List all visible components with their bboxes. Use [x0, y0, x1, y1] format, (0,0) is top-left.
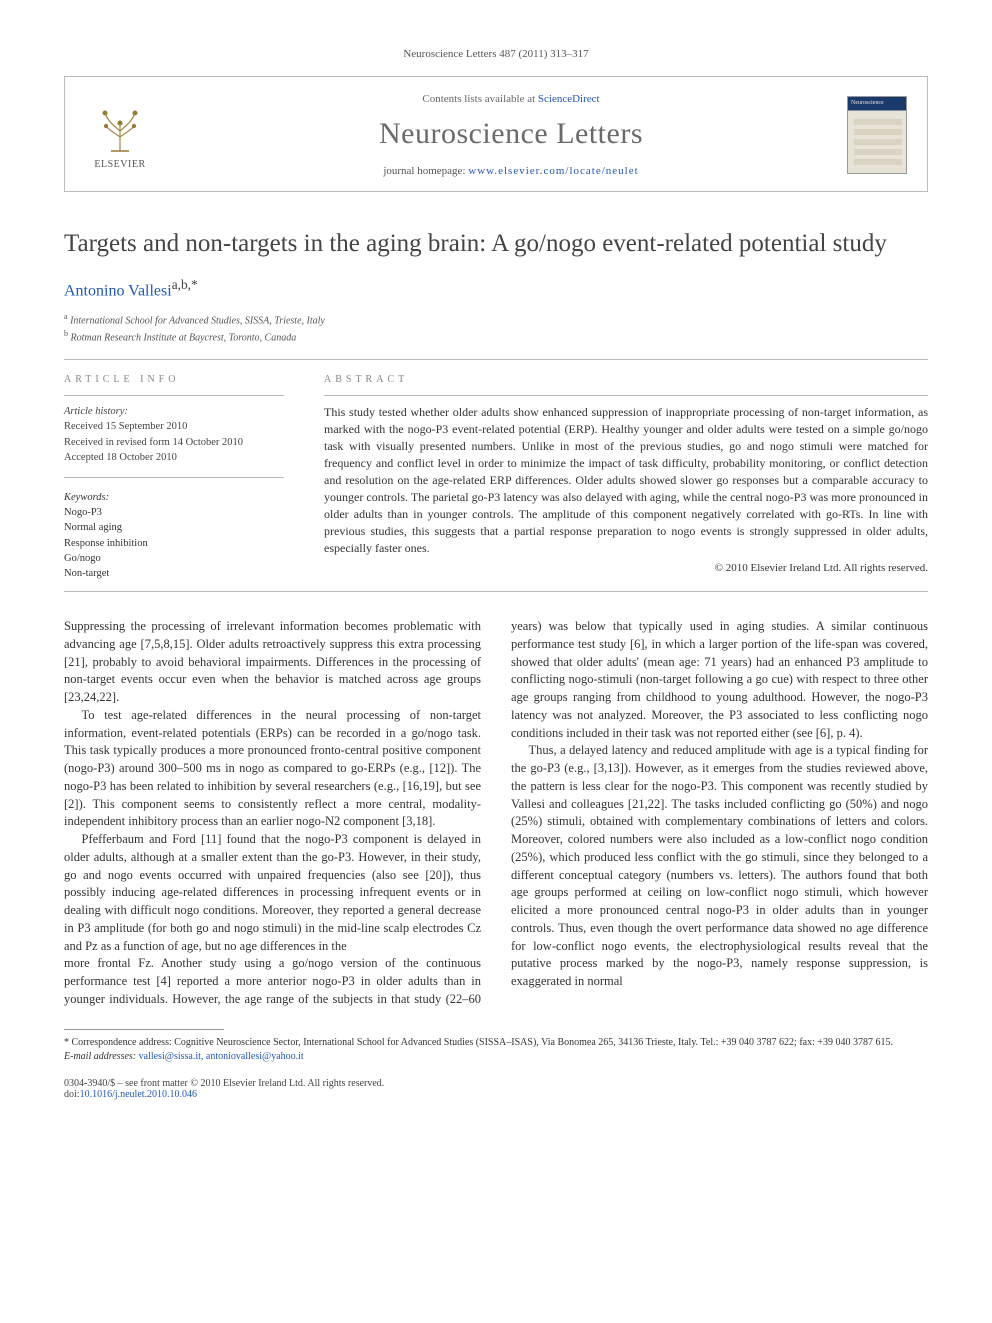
publisher-logo: ELSEVIER: [85, 101, 155, 170]
journal-homepage-line: journal homepage: www.elsevier.com/locat…: [175, 165, 847, 177]
body-paragraph: Suppressing the processing of irrelevant…: [64, 618, 481, 707]
history-heading: Article history:: [64, 404, 284, 419]
corresponding-email-link[interactable]: vallesi@sissa.it, antoniovallesi@yahoo.i…: [139, 1051, 304, 1062]
divider: [64, 359, 928, 360]
journal-name: Neuroscience Letters: [175, 117, 847, 151]
running-header: Neuroscience Letters 487 (2011) 313–317: [64, 48, 928, 60]
email-label: E-mail addresses:: [64, 1051, 136, 1062]
front-matter-line: 0304-3940/$ – see front matter © 2010 El…: [64, 1078, 384, 1089]
author-name-link[interactable]: Antonino Vallesi: [64, 283, 172, 300]
body-paragraph: Thus, a delayed latency and reduced ampl…: [511, 742, 928, 991]
page-footer: 0304-3940/$ – see front matter © 2010 El…: [64, 1078, 928, 1100]
article-title: Targets and non-targets in the aging bra…: [64, 228, 928, 259]
affiliations: a International School for Advanced Stud…: [64, 311, 928, 346]
abstract-label: abstract: [324, 374, 928, 385]
article-history: Article history: Received 15 September 2…: [64, 404, 284, 465]
abstract-copyright: © 2010 Elsevier Ireland Ltd. All rights …: [324, 562, 928, 574]
journal-cover-thumbnail: [847, 96, 907, 174]
article-info-label: article info: [64, 374, 284, 385]
doi-link[interactable]: 10.1016/j.neulet.2010.10.046: [80, 1089, 198, 1100]
history-revised: Received in revised form 14 October 2010: [64, 435, 284, 450]
affiliation-a: International School for Advanced Studie…: [70, 315, 325, 326]
footnote-divider: [64, 1029, 224, 1030]
journal-homepage-link[interactable]: www.elsevier.com/locate/neulet: [468, 165, 638, 177]
keyword: Response inhibition: [64, 536, 284, 551]
affiliation-b: Rotman Research Institute at Baycrest, T…: [71, 332, 297, 343]
body-paragraph: Pfefferbaum and Ford [11] found that the…: [64, 831, 481, 955]
keywords-list: Nogo-P3 Normal aging Response inhibition…: [64, 505, 284, 581]
keyword: Normal aging: [64, 520, 284, 535]
contents-prefix: Contents lists available at: [422, 93, 537, 105]
keyword: Nogo-P3: [64, 505, 284, 520]
article-body: Suppressing the processing of irrelevant…: [64, 618, 928, 1009]
sciencedirect-link[interactable]: ScienceDirect: [538, 93, 600, 105]
keywords-heading: Keywords:: [64, 492, 284, 503]
contents-available-line: Contents lists available at ScienceDirec…: [175, 93, 847, 105]
author-affil-markers: a,b,*: [172, 277, 198, 292]
correspondence-footnote: * Correspondence address: Cognitive Neur…: [64, 1036, 928, 1064]
elsevier-tree-icon: [93, 101, 147, 155]
footnote-marker: *: [64, 1037, 69, 1048]
journal-header-box: ELSEVIER Contents lists available at Sci…: [64, 76, 928, 192]
author-line: Antonino Vallesia,b,*: [64, 277, 928, 300]
keyword: Non-target: [64, 566, 284, 581]
footnote-text: Correspondence address: Cognitive Neuros…: [72, 1037, 894, 1048]
keyword: Go/nogo: [64, 551, 284, 566]
doi-prefix: doi:: [64, 1089, 80, 1100]
abstract-text: This study tested whether older adults s…: [324, 404, 928, 557]
body-paragraph: To test age-related differences in the n…: [64, 707, 481, 831]
homepage-prefix: journal homepage:: [383, 165, 468, 177]
history-received: Received 15 September 2010: [64, 419, 284, 434]
history-accepted: Accepted 18 October 2010: [64, 450, 284, 465]
publisher-label: ELSEVIER: [85, 159, 155, 170]
